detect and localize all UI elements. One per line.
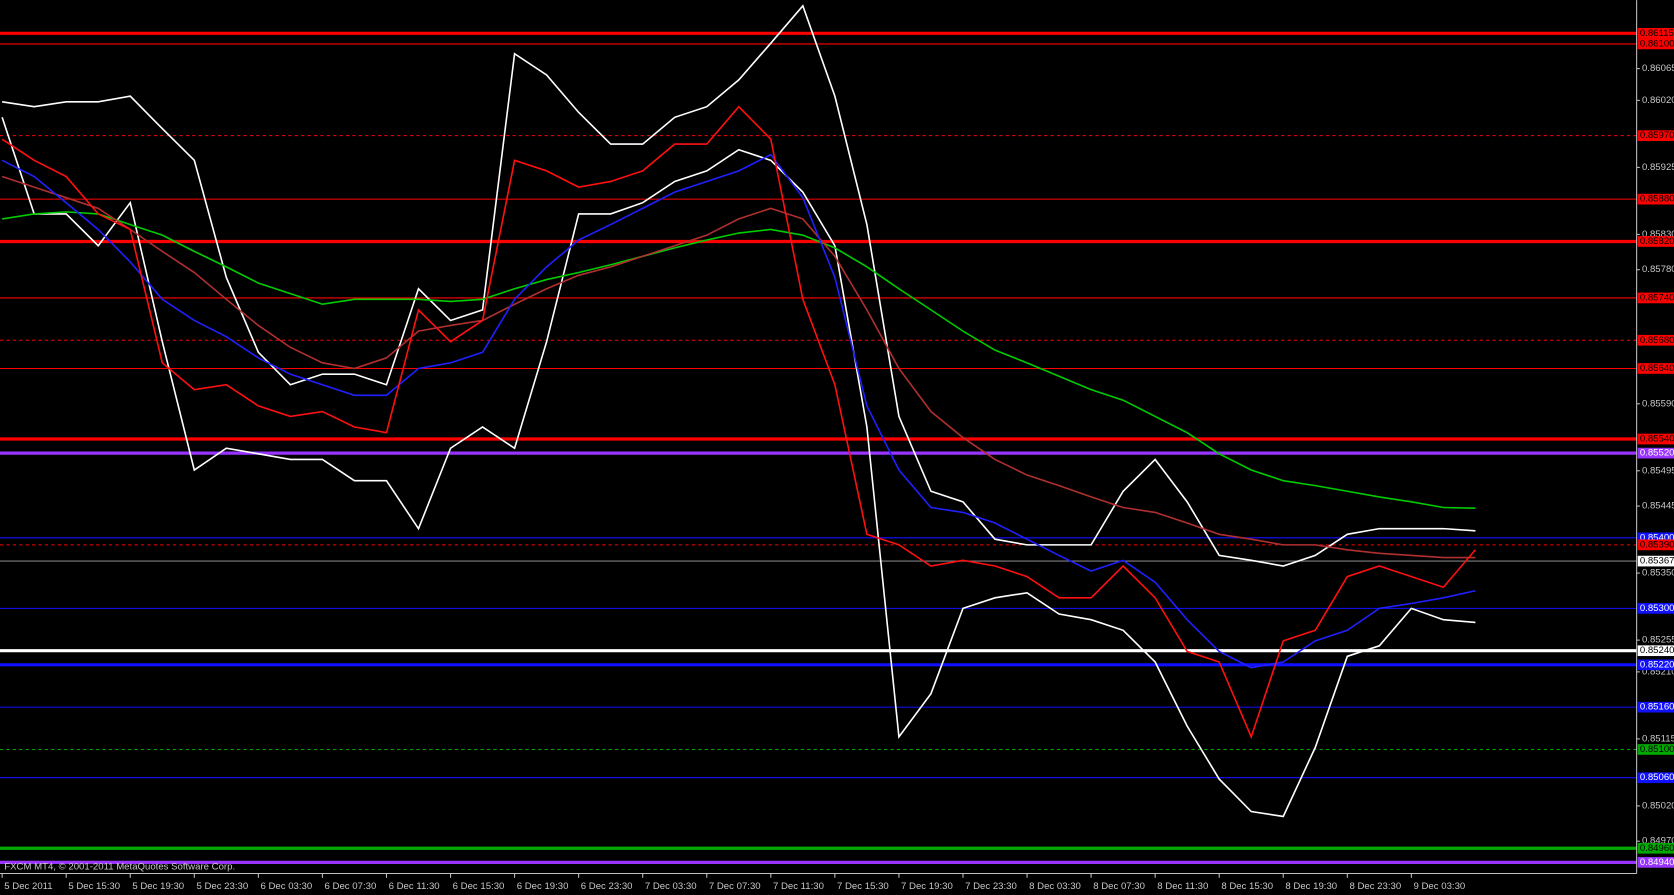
x-tick-label: 6 Dec 15:30 xyxy=(453,881,505,892)
level-label-box xyxy=(1637,555,1674,567)
y-tick-label: 0.85495 xyxy=(1642,465,1674,476)
level-label-box xyxy=(1637,842,1674,854)
x-tick-label: 8 Dec 07:30 xyxy=(1093,881,1145,892)
level-label-box xyxy=(1637,236,1674,247)
level-label: 0.85300 xyxy=(1640,603,1674,614)
y-tick-label: 0.85445 xyxy=(1642,501,1674,512)
x-tick-label: 8 Dec 15:30 xyxy=(1221,881,1273,892)
level-label: 0.85160 xyxy=(1640,702,1674,713)
series-line xyxy=(2,4,1476,567)
level-label: 0.85240 xyxy=(1640,645,1674,656)
y-tick-label: 0.85115 xyxy=(1642,733,1674,744)
level-label-box xyxy=(1637,857,1674,868)
copyright: FXCM MT4, © 2001-2011 MetaQuotes Softwar… xyxy=(4,862,235,873)
level-label-box xyxy=(1637,433,1674,445)
x-tick-label: 7 Dec 19:30 xyxy=(901,881,953,892)
level-label-box xyxy=(1637,532,1674,544)
y-tick-label: 0.85210 xyxy=(1642,666,1674,677)
x-tick-label: 8 Dec 11:30 xyxy=(1157,881,1208,892)
y-tick-label: 0.86020 xyxy=(1642,95,1674,106)
level-label: 0.85520 xyxy=(1640,448,1674,459)
level-label-box xyxy=(1637,659,1674,671)
level-label: 0.85540 xyxy=(1640,434,1674,445)
y-tick-label: 0.85925 xyxy=(1642,162,1674,173)
x-tick-label: 6 Dec 19:30 xyxy=(517,881,569,892)
level-label: 0.85640 xyxy=(1640,363,1674,374)
level-label-box xyxy=(1637,38,1674,50)
level-label: 0.85390 xyxy=(1640,539,1674,550)
level-label: 0.85060 xyxy=(1640,772,1674,783)
level-label-box xyxy=(1637,447,1674,459)
series-line xyxy=(1,117,1476,818)
y-tick-label: 0.85780 xyxy=(1642,264,1674,275)
x-tick-label: 6 Dec 07:30 xyxy=(325,881,377,892)
x-tick-label: 7 Dec 11:30 xyxy=(773,881,824,892)
level-label: 0.86100 xyxy=(1640,38,1674,49)
level-label-box xyxy=(1637,744,1674,755)
level-label: 0.86115 xyxy=(1640,28,1674,39)
level-label-box xyxy=(1637,772,1674,784)
y-tick-label: 0.85830 xyxy=(1642,229,1674,240)
x-tick-label: 6 Dec 11:30 xyxy=(389,881,440,892)
x-tick-label: 5 Dec 23:30 xyxy=(196,881,248,892)
level-label-box xyxy=(1637,645,1674,657)
x-tick-label: 5 Dec 19:30 xyxy=(132,881,184,892)
x-tick-label: 8 Dec 23:30 xyxy=(1349,881,1401,892)
level-label: 0.85880 xyxy=(1640,194,1674,205)
x-tick-label: 5 Dec 15:30 xyxy=(68,881,120,892)
x-tick-label: 6 Dec 23:30 xyxy=(581,881,633,892)
x-tick-label: 6 Dec 03:30 xyxy=(260,881,312,892)
level-label: 0.85820 xyxy=(1640,236,1674,247)
x-tick-label: 5 Dec 2011 xyxy=(4,881,52,892)
level-label: 0.84960 xyxy=(1640,843,1674,854)
y-tick-label: 0.86065 xyxy=(1642,63,1674,74)
level-label: 0.85100 xyxy=(1640,744,1674,755)
x-tick-label: 7 Dec 23:30 xyxy=(965,881,1017,892)
y-tick-label: 0.85020 xyxy=(1642,800,1674,811)
level-label: 0.85367 xyxy=(1640,556,1674,567)
x-tick-label: 8 Dec 19:30 xyxy=(1285,881,1337,892)
axes: 0.86065 0.86020 0.85925 0.85830 0.85780 0.855… xyxy=(1,27,1674,892)
level-label-box xyxy=(1637,363,1674,374)
level-label-box xyxy=(1637,193,1674,205)
y-tick-label: 0.85590 xyxy=(1642,398,1674,409)
level-label-box xyxy=(1637,701,1674,713)
series-line xyxy=(2,211,1476,509)
x-tick-label: 7 Dec 15:30 xyxy=(837,881,889,892)
series-line xyxy=(1,175,1476,559)
x-tick-label: 7 Dec 03:30 xyxy=(645,881,697,892)
series-line xyxy=(1,153,1476,669)
level-label-box xyxy=(1637,130,1674,141)
level-label-box xyxy=(1637,603,1674,614)
y-tick-label: 0.85350 xyxy=(1642,568,1674,579)
levels xyxy=(0,31,1637,864)
level-label: 0.85400 xyxy=(1640,532,1674,543)
level-label-box xyxy=(1637,539,1674,551)
level-label-box xyxy=(1637,27,1674,39)
x-tick-label: 8 Dec 03:30 xyxy=(1029,881,1081,892)
level-label-box xyxy=(1637,334,1674,346)
x-tick-label: 9 Dec 03:30 xyxy=(1414,881,1466,892)
level-label: 0.84940 xyxy=(1640,857,1674,868)
level-label: 0.85740 xyxy=(1640,292,1674,303)
level-label: 0.85680 xyxy=(1640,335,1674,346)
y-tick-label: 0.85255 xyxy=(1642,635,1674,646)
series-layer xyxy=(1,4,1477,818)
level-label-box xyxy=(1637,292,1674,304)
level-label: 0.85220 xyxy=(1640,659,1674,670)
x-tick-label: 7 Dec 07:30 xyxy=(709,881,761,892)
y-tick-label: 0.84970 xyxy=(1642,836,1674,847)
series-line xyxy=(1,105,1477,740)
level-label: 0.85970 xyxy=(1640,130,1674,141)
